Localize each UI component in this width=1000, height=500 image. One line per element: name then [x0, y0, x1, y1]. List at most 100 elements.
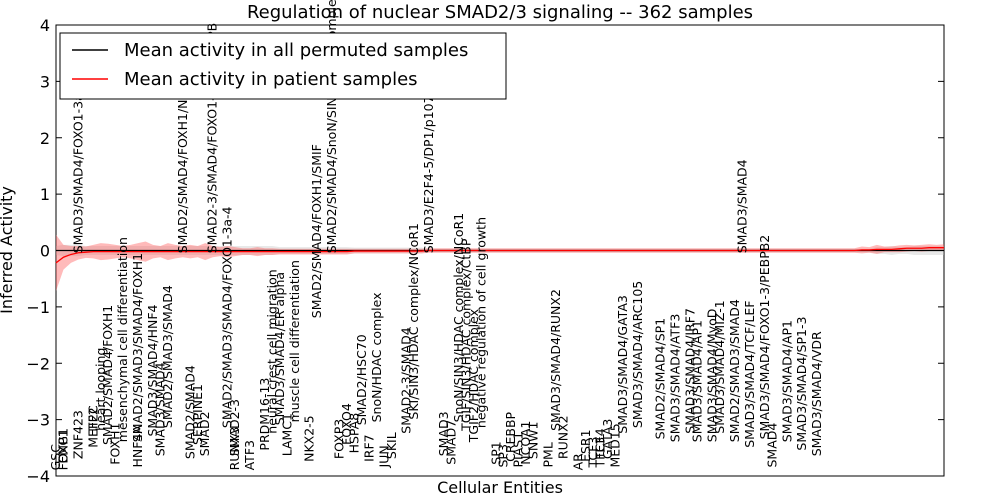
- entity-label: SMAD2/HSC70: [354, 334, 369, 425]
- legend-box: [59, 32, 507, 100]
- entity-label: neural crest cell migration: [264, 269, 279, 433]
- entity-label: ATF3: [242, 440, 257, 470]
- entity-label: AR: [570, 453, 585, 471]
- entity-label: SMAD3/SMAD4: [153, 362, 168, 456]
- entity-label: SMAD3/SMAD4/ATF3: [667, 314, 682, 442]
- y-tick-label: 2: [40, 129, 50, 148]
- entity-label: negative regulation of cell growth: [473, 217, 488, 428]
- entity-label: NCOA1: [518, 420, 533, 464]
- y-axis-ticks: −4 −3 −2 −1 0 1 2 3 4: [26, 16, 944, 486]
- series-line-patient: [55, 247, 944, 264]
- entity-label: FOXO4: [339, 403, 354, 445]
- entity-label: NKX2-5: [302, 415, 317, 462]
- entity-label: SERPINE1: [190, 384, 205, 445]
- entity-label: SMAD2/SMAD3/SMAD4/FOXO1-3a-4: [220, 207, 235, 429]
- entity-label: SnoN/HDAC complex: [369, 293, 384, 423]
- entity-label: RUNX3: [227, 427, 242, 471]
- entity-label: SMAD3/SMAD4/GATA3: [615, 295, 630, 434]
- entity-label: SMAD2/SMAD3/SMAD4: [727, 299, 742, 442]
- entity-label: SMAD2: [197, 411, 212, 456]
- entity-label: SP1: [488, 441, 503, 464]
- entity-label: SMAD3/SMAD4/AP1: [690, 320, 705, 442]
- entity-label: RUNX2: [555, 415, 570, 459]
- entity-label: JUN: [376, 445, 391, 468]
- entity-label: ESR1: [578, 429, 593, 461]
- y-tick-label: −2: [26, 354, 50, 373]
- entity-label: EMP1: [56, 429, 71, 463]
- entity-label: SMAD2/SMAD4/FOXH1/NKX2-5: [175, 62, 190, 253]
- legend-label-permuted: Mean activity in all permuted samples: [124, 40, 468, 61]
- entity-label: FOXG1: [56, 428, 71, 470]
- entity-label: PML: [541, 442, 556, 467]
- y-tick-label: −3: [26, 411, 50, 430]
- entity-label: TIF2: [85, 407, 100, 434]
- entity-label: SMAD3/SMAD4/ER alpha: [272, 272, 287, 425]
- entity-label: SMAD2/SMAD4/SP1: [652, 318, 667, 440]
- y-tick-label: 0: [40, 242, 50, 261]
- entity-label: TCF4: [593, 428, 608, 460]
- entity-label: SKI/SIN3/HDAC complex/NCoR1: [406, 223, 421, 420]
- entity-label: SMAD3/SMAD4: [735, 159, 750, 253]
- entity-label: LAMC1: [279, 413, 294, 456]
- entity-label: MED15: [608, 423, 623, 467]
- entity-label: muscle cell differentiation: [287, 260, 302, 422]
- entity-label: MEF2C: [85, 405, 100, 448]
- entity-label: SMAD4: [764, 423, 779, 468]
- entity-label: HNF4A: [130, 425, 145, 468]
- entity-label: mesenchymal cell differentiation: [115, 237, 130, 442]
- y-tick-label: 1: [40, 185, 50, 204]
- y-tick-label: 4: [40, 16, 50, 35]
- entity-label: SMAD2/SMAD3/SMAD4/FOXH1: [130, 253, 145, 442]
- entity-label: CREBBP: [503, 411, 518, 461]
- entity-label: TGIF2/HDAC complex: [466, 309, 481, 443]
- entity-label: GATA3: [600, 419, 615, 459]
- entity-label: HSPA8: [347, 413, 362, 454]
- y-tick-label: 3: [40, 72, 50, 91]
- entity-label: SnoN/SIN3/HDAC complex/NCoR1: [451, 213, 466, 423]
- entity-label: SMAD2/SMAD4/FOXH1: [100, 305, 115, 445]
- entity-label: SMAD3/SMAD4/IRF7: [682, 308, 697, 434]
- entity-label: SMAD2-3/SMAD4: [399, 327, 414, 433]
- entity-label: SMAD3/SMAD4/ARC105: [630, 281, 645, 428]
- entity-label: SKIL: [384, 432, 399, 459]
- x-axis-label: Cellular Entities: [437, 478, 563, 497]
- entity-label: SMAD3: [436, 411, 451, 456]
- entity-label: SMAD2/SMAD4/FOXH1/SMIF: [309, 144, 324, 318]
- y-tick-label: −4: [26, 467, 50, 486]
- entity-label: ZNF423: [70, 410, 85, 459]
- entity-label: SNW1: [526, 421, 541, 459]
- entity-label: SMAD3/SMAD4/HNF4: [145, 304, 160, 436]
- entity-label: SMAD2/SMAD4: [182, 365, 197, 459]
- legend: Mean activity in all permuted samples Me…: [59, 32, 507, 100]
- y-tick-label: −1: [26, 298, 50, 317]
- entity-label: SMAD3/SMAD4/MIZ-1: [712, 300, 727, 433]
- entity-label: FOXH1: [108, 423, 123, 465]
- entity-label: GSC: [48, 444, 63, 471]
- series-lines: [55, 247, 944, 264]
- entity-label: IRF7: [361, 434, 376, 462]
- legend-label-patient: Mean activity in patient samples: [124, 69, 418, 90]
- entity-label: FOXP3: [332, 419, 347, 459]
- entity-label: SMAD3/SMAD4/VDR: [809, 331, 824, 456]
- entity-label: SMAD3/SMAD4/FOXO1-3/PEBPB2: [757, 235, 772, 440]
- entity-label: SMAD3/SMAD4/RUNX2: [548, 289, 563, 431]
- entity-label: SMAD2/SMAD3/SMAD4: [160, 285, 175, 428]
- entity-label: heart looping: [93, 348, 108, 431]
- entity-label: TGIF/SIN3/HDAC complex/CtBP: [458, 238, 473, 432]
- entity-label: PRDM16-13: [257, 378, 272, 451]
- entity-label: SMAD3/SMAD4/AP1: [779, 320, 794, 442]
- y-axis-label: Inferred Activity: [0, 186, 16, 314]
- entity-label: TCF3: [585, 437, 600, 469]
- entity-label: SMAD2-3: [227, 399, 242, 456]
- chart-title: Regulation of nuclear SMAD2/3 signaling …: [247, 2, 753, 23]
- entity-label: PIAS1: [511, 432, 526, 468]
- entity-label: SMAD7: [444, 420, 459, 465]
- entity-label: TFE3: [593, 437, 608, 469]
- entity-label: SP3: [496, 444, 511, 467]
- entity-label: SMAD3/SMAD4/SP1-3: [794, 317, 809, 451]
- entity-label: SMAD3/SMAD4/TCF/LEF: [742, 301, 757, 448]
- band-patient: [56, 234, 944, 292]
